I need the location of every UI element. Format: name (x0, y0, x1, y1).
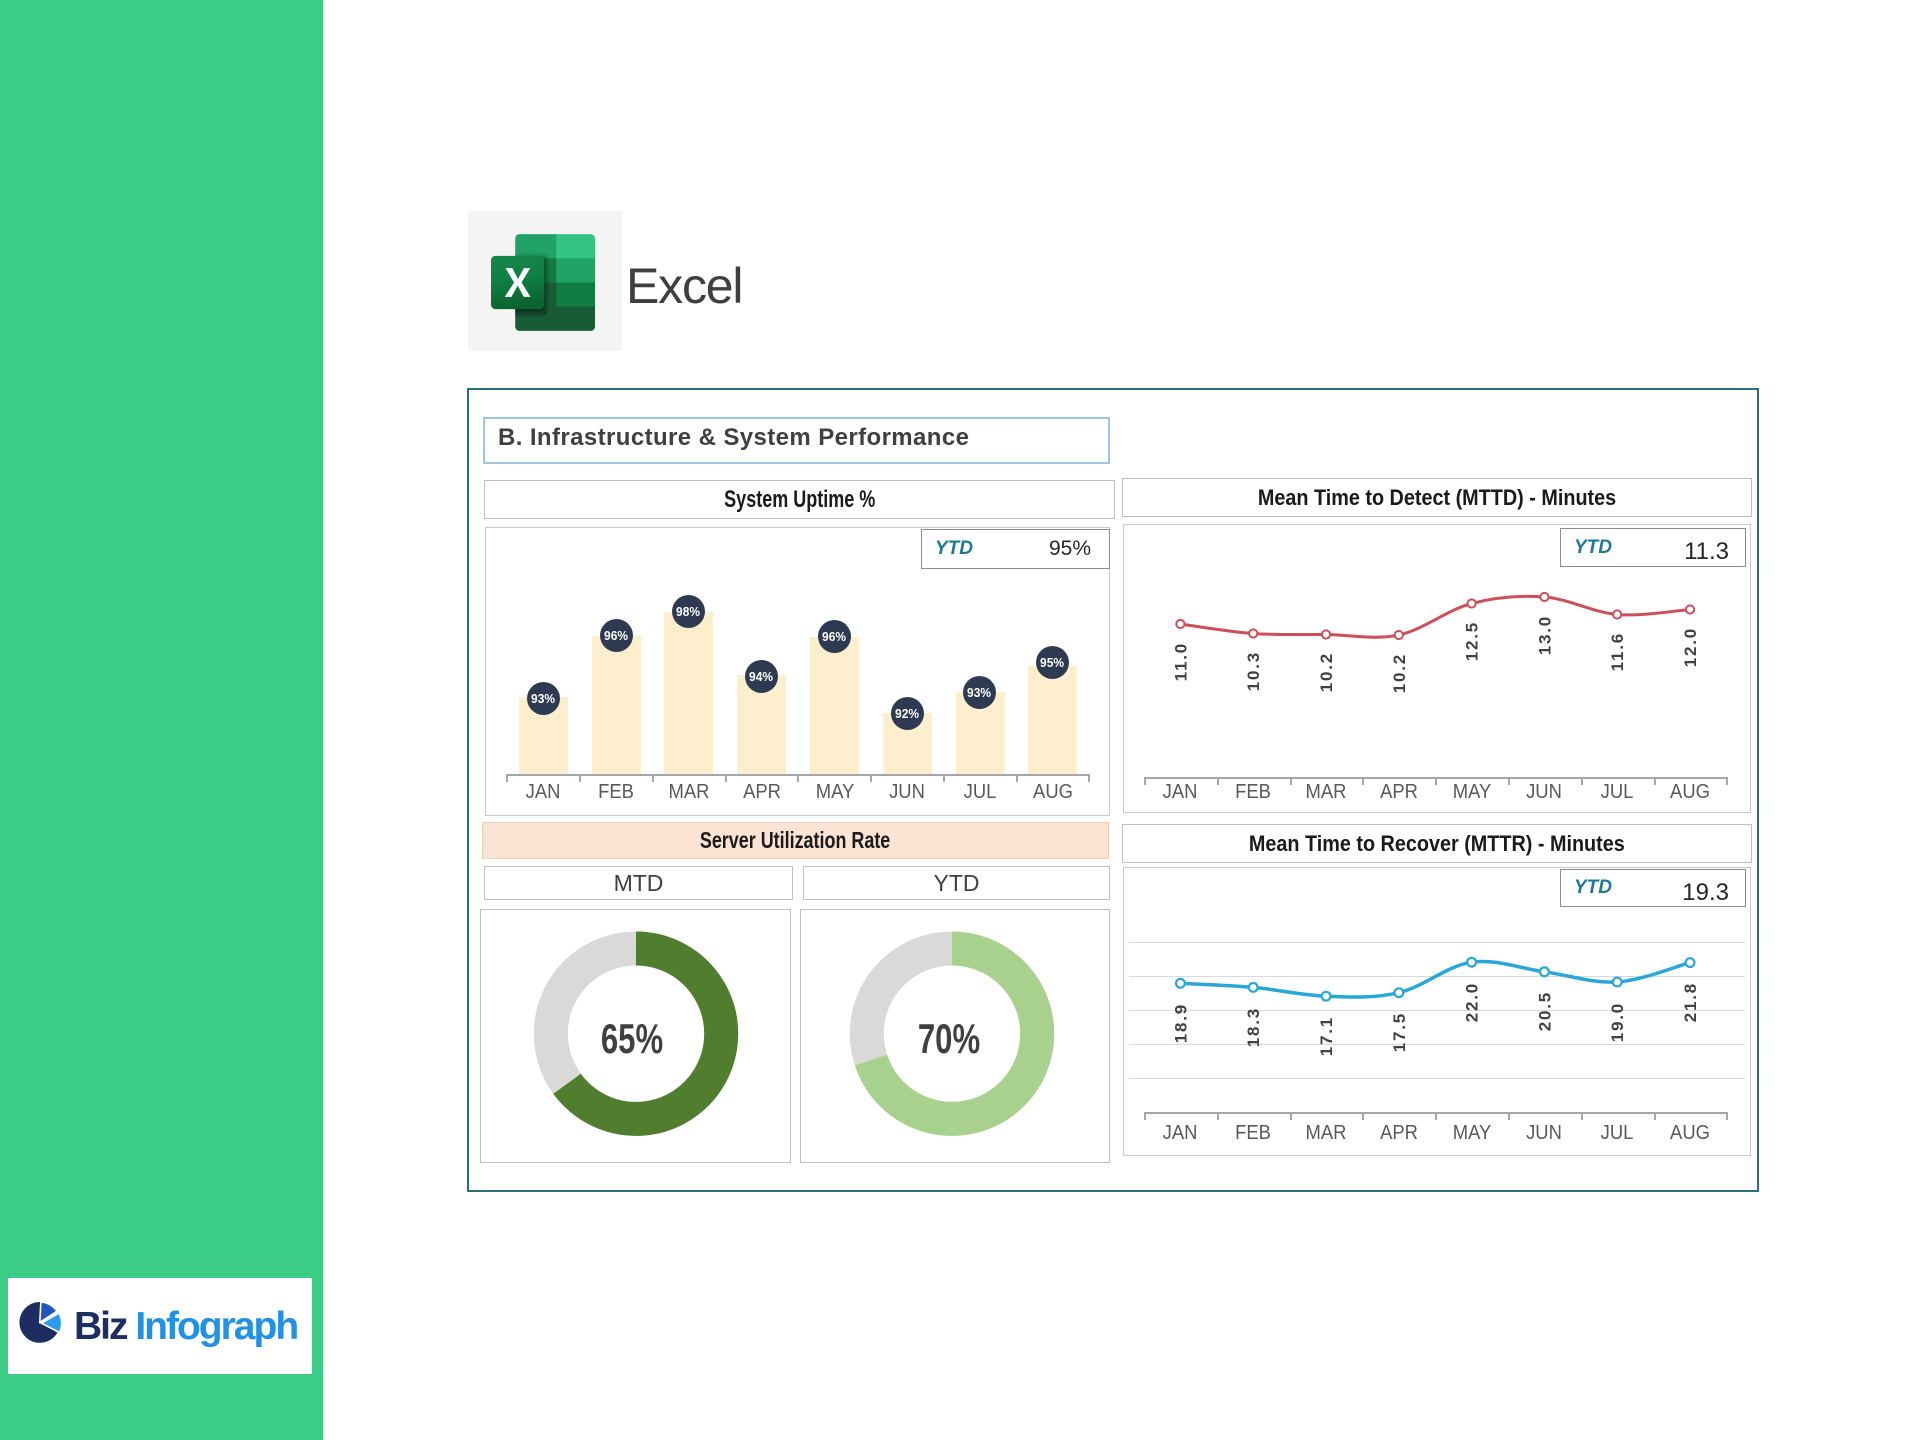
svg-text:18.3: 18.3 (1244, 1007, 1263, 1047)
svg-text:19.0: 19.0 (1608, 1002, 1627, 1042)
svg-text:22.0: 22.0 (1463, 982, 1482, 1022)
svg-text:10.3: 10.3 (1244, 651, 1263, 691)
svg-text:13.0: 13.0 (1535, 615, 1554, 655)
svg-text:18.9: 18.9 (1171, 1003, 1190, 1043)
svg-text:17.5: 17.5 (1390, 1012, 1409, 1052)
svg-text:20.5: 20.5 (1535, 991, 1554, 1031)
svg-text:17.1: 17.1 (1317, 1016, 1336, 1056)
svg-text:21.8: 21.8 (1681, 982, 1700, 1022)
svg-text:12.5: 12.5 (1463, 621, 1482, 661)
svg-text:11.6: 11.6 (1608, 632, 1627, 671)
svg-text:10.2: 10.2 (1390, 653, 1409, 693)
svg-text:Biz Infograph: Biz Infograph (74, 1305, 297, 1348)
svg-text:12.0: 12.0 (1681, 627, 1700, 667)
svg-text:10.2: 10.2 (1317, 652, 1336, 692)
svg-text:11.0: 11.0 (1171, 642, 1190, 681)
